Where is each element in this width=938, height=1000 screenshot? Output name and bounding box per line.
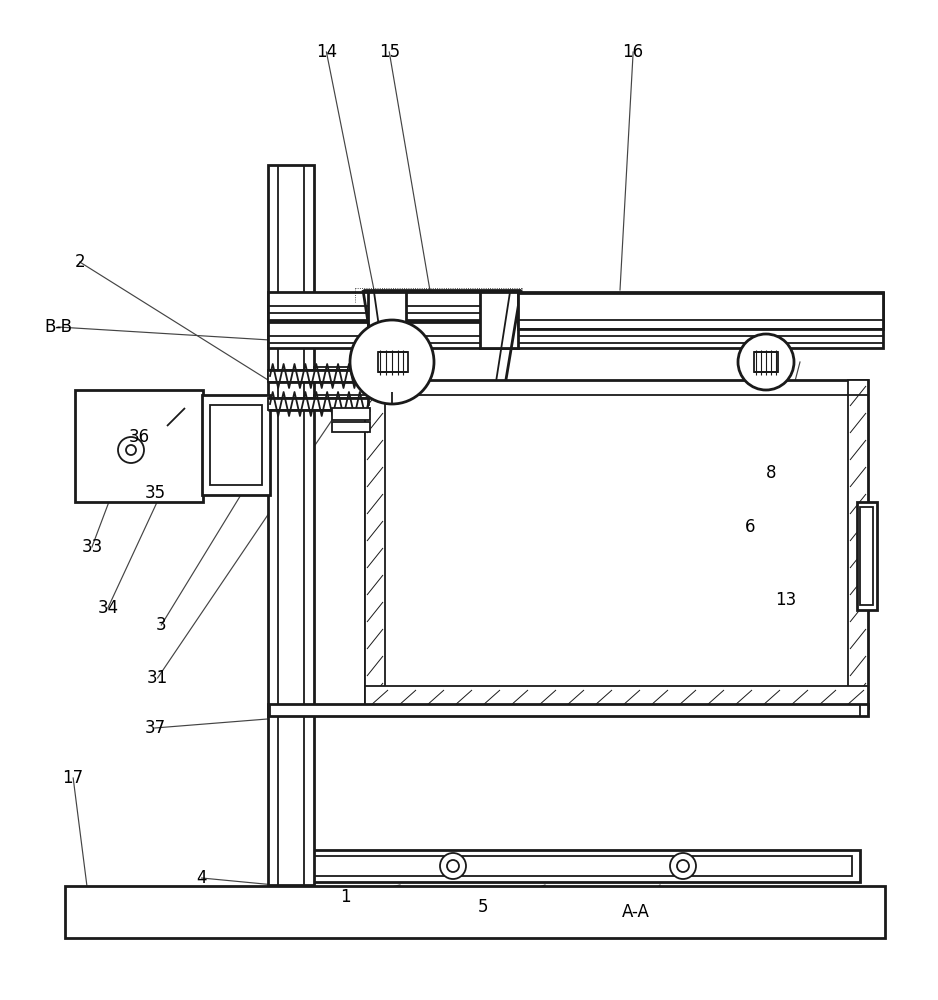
Bar	[278, 856, 852, 876]
Bar	[65, 886, 885, 938]
Text: 6: 6	[745, 518, 756, 536]
Bar	[365, 686, 868, 708]
Bar	[860, 507, 873, 605]
Text: 1: 1	[340, 888, 351, 906]
Text: 5: 5	[477, 898, 489, 916]
Bar	[314, 367, 369, 377]
Bar	[268, 292, 883, 320]
Text: 36: 36	[129, 428, 149, 446]
Circle shape	[350, 320, 434, 404]
Bar	[480, 292, 518, 348]
Bar	[518, 293, 883, 329]
Text: B-B: B-B	[44, 318, 72, 336]
Bar	[202, 395, 270, 495]
Text: 34: 34	[98, 599, 118, 617]
Text: 2: 2	[74, 253, 85, 271]
Bar	[332, 422, 370, 432]
Text: 4: 4	[196, 869, 207, 887]
Text: 14: 14	[316, 43, 337, 61]
Circle shape	[670, 853, 696, 879]
Bar	[365, 380, 385, 708]
Text: 13: 13	[776, 591, 796, 609]
Bar	[332, 408, 370, 420]
Bar	[368, 292, 406, 348]
Text: 35: 35	[144, 484, 165, 502]
Text: 16: 16	[623, 43, 643, 61]
Bar	[754, 352, 778, 372]
Bar	[210, 405, 262, 485]
Circle shape	[738, 334, 794, 390]
Text: 8: 8	[765, 464, 777, 482]
Bar	[75, 390, 203, 502]
Text: 15: 15	[379, 43, 400, 61]
Text: 3: 3	[156, 616, 167, 634]
Text: 33: 33	[82, 538, 102, 556]
Bar	[268, 398, 368, 410]
Text: 37: 37	[144, 719, 165, 737]
Bar	[268, 704, 868, 716]
Bar	[848, 380, 868, 708]
Bar	[268, 322, 883, 348]
Bar	[857, 502, 877, 610]
Circle shape	[440, 853, 466, 879]
Bar	[268, 370, 368, 382]
Bar	[365, 380, 868, 708]
Bar	[378, 352, 408, 372]
Text: 31: 31	[147, 669, 168, 687]
Bar	[314, 395, 369, 405]
Text: A-A: A-A	[622, 903, 650, 921]
Text: 17: 17	[63, 769, 83, 787]
Bar	[270, 850, 860, 882]
Ellipse shape	[101, 407, 189, 485]
Bar	[268, 165, 314, 885]
